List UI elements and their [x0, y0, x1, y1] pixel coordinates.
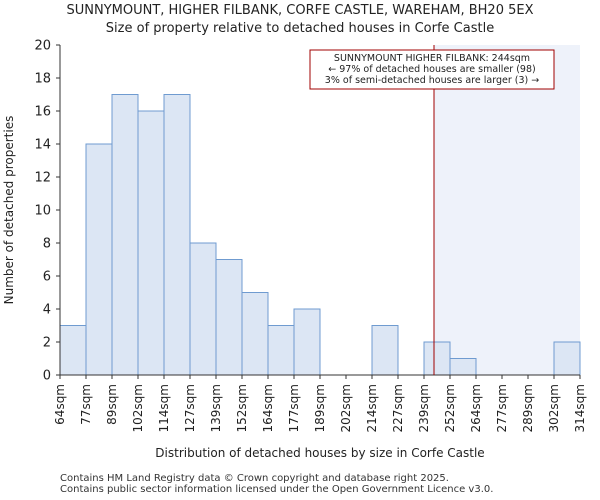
annotation-box [309, 49, 555, 90]
bar-214sqm [371, 325, 399, 376]
bar-252sqm [449, 358, 477, 376]
chart-subtitle: Size of property relative to detached ho… [105, 21, 495, 36]
y-tick-label: 2 [43, 336, 51, 351]
x-tick-label: 302sqm [547, 384, 561, 432]
x-tick-label: 189sqm [313, 384, 327, 432]
y-tick-label: 12 [34, 171, 51, 186]
x-tick-label: 289sqm [521, 384, 535, 432]
x-tick-label: 102sqm [131, 384, 145, 432]
y-tick-label: 0 [43, 369, 51, 384]
x-tick-label: 227sqm [391, 384, 405, 432]
bar-177sqm [293, 308, 321, 376]
chart-title: SUNNYMOUNT, HIGHER FILBANK, CORFE CASTLE… [66, 3, 534, 18]
bar-64sqm [59, 325, 87, 376]
annotation-line2: ← 97% of detached houses are smaller (98… [328, 64, 535, 75]
x-tick-label: 314sqm [573, 384, 587, 432]
y-tick-label: 6 [43, 270, 51, 285]
x-tick-label: 202sqm [339, 384, 353, 432]
x-tick-label: 64sqm [53, 384, 67, 425]
bar-77sqm [85, 143, 113, 376]
x-tick-label: 252sqm [443, 384, 457, 432]
annotation-line3: 3% of semi-detached houses are larger (3… [325, 75, 539, 86]
x-tick-label: 77sqm [79, 384, 93, 425]
bar-102sqm [137, 110, 165, 376]
x-tick-label: 277sqm [495, 384, 509, 432]
y-tick-label: 20 [34, 39, 51, 54]
bar-127sqm [189, 242, 217, 376]
x-tick-label: 139sqm [209, 384, 223, 432]
y-tick-label: 18 [34, 72, 51, 87]
bar-114sqm [163, 94, 191, 376]
y-tick-label: 14 [34, 138, 51, 153]
x-tick-label: 264sqm [469, 384, 483, 432]
bar-164sqm [267, 325, 295, 376]
x-tick-label: 177sqm [287, 384, 301, 432]
footer-licence: Contains public sector information licen… [60, 484, 494, 495]
bar-239sqm [423, 341, 451, 376]
x-tick-label: 152sqm [235, 384, 249, 432]
bar-89sqm [111, 94, 139, 376]
y-tick-label: 4 [43, 303, 51, 318]
x-axis-label: Distribution of detached houses by size … [155, 446, 484, 460]
larger-region-shade [434, 45, 580, 375]
y-tick-label: 8 [43, 237, 51, 252]
y-tick-label: 16 [34, 105, 51, 120]
bar-139sqm [215, 259, 243, 376]
y-tick-label: 10 [34, 204, 51, 219]
y-axis-label: Number of detached properties [2, 116, 16, 305]
x-tick-label: 214sqm [365, 384, 379, 432]
x-tick-label: 114sqm [157, 384, 171, 432]
x-tick-label: 127sqm [183, 384, 197, 432]
bar-302sqm [553, 341, 581, 376]
x-tick-label: 89sqm [105, 384, 119, 425]
x-tick-label: 164sqm [261, 384, 275, 432]
x-tick-label: 239sqm [417, 384, 431, 432]
annotation-line1: SUNNYMOUNT HIGHER FILBANK: 244sqm [334, 53, 530, 64]
footer-copyright: Contains HM Land Registry data © Crown c… [60, 473, 449, 484]
bar-152sqm [241, 292, 269, 376]
